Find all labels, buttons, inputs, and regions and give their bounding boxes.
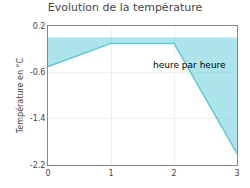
svg-text:-1.4: -1.4 [30,114,46,123]
svg-text:-0.6: -0.6 [30,68,46,77]
svg-text:Evolution de la température: Evolution de la température [48,1,203,14]
svg-text:3: 3 [234,169,239,178]
svg-text:0.2: 0.2 [33,22,46,31]
svg-text:-2.2: -2.2 [30,161,46,170]
svg-text:heure par heure: heure par heure [153,60,226,70]
svg-text:1: 1 [108,169,113,178]
svg-text:0: 0 [45,169,50,178]
svg-text:2: 2 [171,169,176,178]
svg-text:Température en °C: Température en °C [15,57,25,134]
